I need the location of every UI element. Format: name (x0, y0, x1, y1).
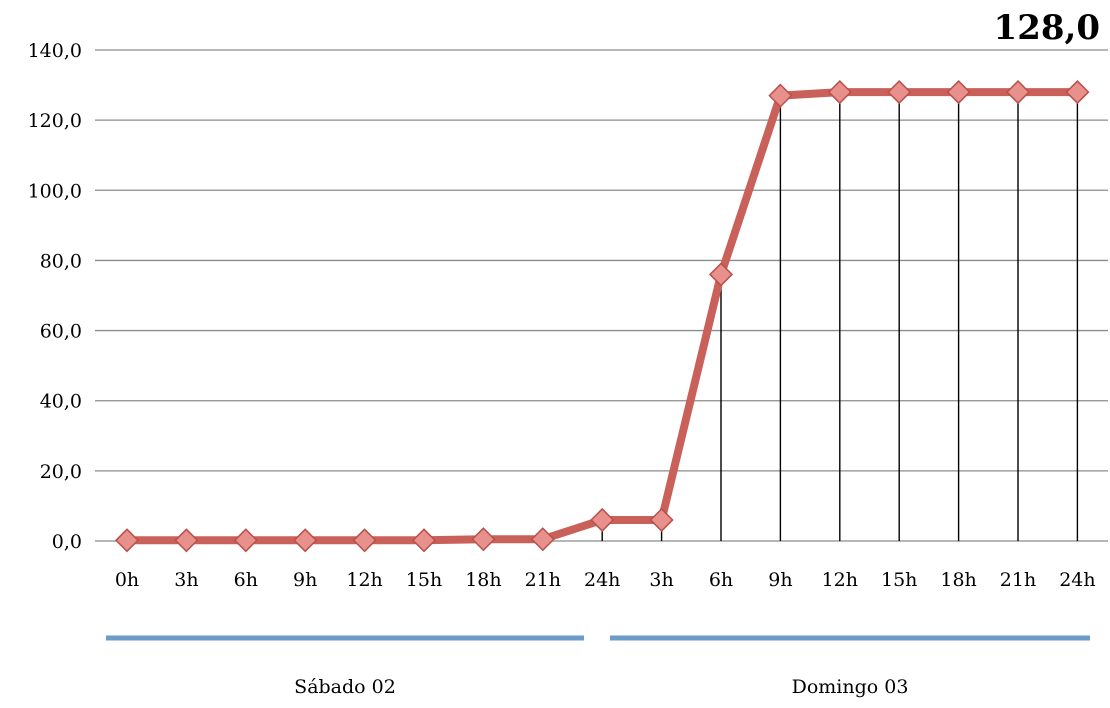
x-tick-label: 6h (709, 569, 733, 591)
y-tick-label: 80,0 (40, 250, 82, 272)
data-point-marker (708, 262, 734, 287)
y-tick-label: 140,0 (28, 40, 82, 62)
x-tick-label: 6h (234, 569, 258, 591)
data-point-marker (471, 527, 496, 552)
data-point-marker (411, 528, 437, 553)
y-tick-label: 40,0 (40, 391, 82, 413)
x-tick-label: 24h (584, 569, 620, 591)
data-point-marker (827, 80, 852, 105)
data-point-marker (1005, 80, 1031, 105)
x-tick-label: 0h (115, 569, 139, 591)
data-point-marker (114, 528, 140, 553)
x-tick-label: 15h (881, 569, 917, 591)
data-point-marker (1065, 80, 1090, 105)
x-tick-label: 12h (822, 569, 858, 591)
series-line (123, 88, 1082, 545)
x-tick-label: 9h (768, 569, 792, 591)
x-tick-label: 18h (940, 569, 976, 591)
data-point-marker (590, 507, 615, 533)
x-tick-label: 24h (1059, 569, 1095, 591)
x-tick-label: 3h (174, 569, 198, 591)
data-point-marker (946, 80, 971, 105)
data-point-marker (530, 527, 555, 552)
group-label-domingo: Domingo 03 (791, 676, 909, 698)
x-tick-label: 21h (525, 569, 561, 591)
data-point-marker (768, 83, 793, 108)
headline-value: 128,0 (993, 8, 1100, 48)
x-tick-label: 21h (1000, 569, 1036, 591)
group-label-sabado: Sábado 02 (294, 676, 396, 698)
y-tick-label: 120,0 (28, 110, 82, 132)
data-point-marker (293, 528, 318, 553)
x-tick-label: 15h (406, 569, 442, 591)
x-tick-label: 18h (465, 569, 501, 591)
data-point-marker (649, 507, 674, 533)
data-point-marker (887, 80, 912, 105)
data-point-marker (233, 528, 258, 553)
data-point-marker (352, 528, 377, 553)
y-tick-label: 100,0 (28, 180, 82, 202)
x-tick-label: 9h (293, 569, 317, 591)
y-tick-label: 0,0 (52, 531, 82, 553)
x-tick-label: 12h (346, 569, 382, 591)
x-tick-label: 3h (649, 569, 673, 591)
y-tick-label: 20,0 (40, 461, 82, 483)
data-point-marker (174, 528, 199, 553)
y-tick-label: 60,0 (40, 321, 82, 343)
